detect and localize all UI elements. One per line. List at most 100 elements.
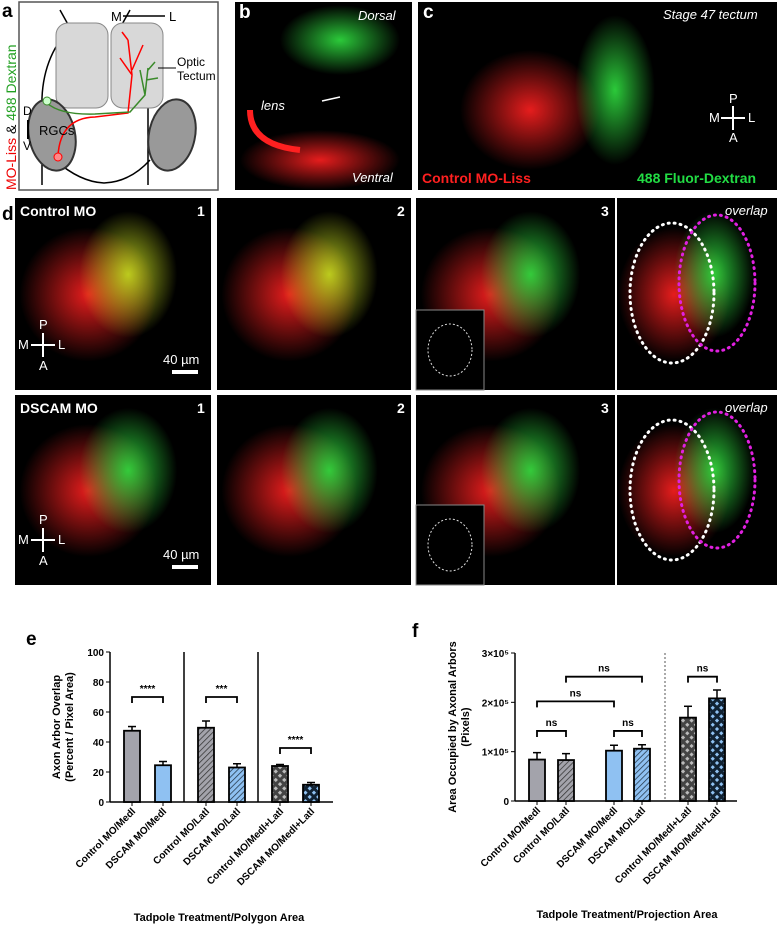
bar xyxy=(271,765,289,803)
scale-bar xyxy=(172,370,198,374)
svg-text:P: P xyxy=(729,91,738,106)
panel-label-c: c xyxy=(423,2,434,23)
magenta-outline xyxy=(677,410,757,550)
significance-label: ns xyxy=(598,664,610,675)
row-title: DSCAM MO xyxy=(20,400,98,416)
panel-label-a: a xyxy=(2,1,13,22)
significance-bracket xyxy=(536,700,615,708)
panel-number: 3 xyxy=(601,203,609,219)
chart-f: 0 1×10⁵ 2×10⁵ 3×10⁵ Area Occupied by Axonal … xyxy=(447,641,737,921)
compass-icon: P AM L xyxy=(18,317,65,373)
significance-bracket xyxy=(687,675,718,683)
panel-label-f: f xyxy=(412,621,419,642)
y-tick-label: 20 xyxy=(93,768,105,779)
rgcs-label: RGCs xyxy=(39,123,75,138)
compass-icon: P A M L xyxy=(709,91,755,145)
significance-bracket xyxy=(205,696,238,703)
micrograph-r2-c3: 3 xyxy=(415,395,615,586)
significance-label: ns xyxy=(622,718,634,729)
svg-text:M: M xyxy=(18,532,29,547)
bar xyxy=(228,766,246,803)
svg-text:M: M xyxy=(18,337,29,352)
red-axon xyxy=(57,31,144,157)
panel-label-b: b xyxy=(239,2,251,23)
y-axis-label: Axon Arbor Overlap(Percent / Pixel Area) xyxy=(51,672,76,782)
micrograph-r2-c2: 2 xyxy=(217,395,411,585)
y-tick-label: 100 xyxy=(87,648,104,659)
scale-bar-label: 40 µm xyxy=(163,547,199,562)
bar xyxy=(154,764,172,803)
y-tick-label: 2×10⁵ xyxy=(482,698,510,709)
y-tick-label: 60 xyxy=(93,708,105,719)
significance-label: **** xyxy=(288,735,304,746)
compass-icon: P AM L xyxy=(18,512,65,568)
significance-bracket xyxy=(131,696,164,703)
svg-text:L: L xyxy=(58,532,65,547)
significance-label: ns xyxy=(697,664,709,675)
magenta-outline xyxy=(677,213,757,353)
scale-bar xyxy=(172,565,198,569)
panel-number: 1 xyxy=(197,203,205,219)
fluor-dextran-label: 488 Fluor-Dextran xyxy=(637,170,756,186)
svg-text:A: A xyxy=(39,553,48,568)
significance-label: ns xyxy=(546,718,558,729)
axis-m: M xyxy=(111,9,122,24)
micrograph-r1-c3: 3 xyxy=(415,198,615,391)
panel-b: b Dorsal lens Ventral xyxy=(235,2,412,190)
y-tick-label: 80 xyxy=(93,678,105,689)
axis-l: L xyxy=(169,9,176,24)
chart-e: 0 20 40 60 80 100 Axon Arbor Overlap(Percent /… xyxy=(51,648,333,924)
side-label: MO-Liss & 488 Dextran xyxy=(3,44,19,190)
svg-text:A: A xyxy=(39,358,48,373)
stage-title: Stage 47 tectum xyxy=(663,7,758,22)
scale-bar-label: 40 µm xyxy=(163,352,199,367)
panel-number: 3 xyxy=(601,400,609,416)
y-tick-label: 1×10⁵ xyxy=(482,748,510,759)
panel-number: 2 xyxy=(397,400,405,416)
bar xyxy=(605,749,623,802)
micrograph-r2-c4: overlap xyxy=(617,395,777,585)
svg-text:L: L xyxy=(58,337,65,352)
lens-arc xyxy=(247,109,301,153)
arrow-icon xyxy=(321,96,341,102)
right-tectum-shape xyxy=(110,22,164,109)
axis-v: V xyxy=(23,139,31,153)
y-tick-label: 0 xyxy=(98,798,104,809)
svg-text:M: M xyxy=(709,110,720,125)
panel-a: a M L Optic Tectum RGCs D V MO-Liss & 48… xyxy=(2,1,219,191)
significance-label: **** xyxy=(140,684,156,695)
significance-bracket xyxy=(279,747,312,754)
head-outline xyxy=(41,9,149,185)
lens-label: lens xyxy=(261,98,285,113)
micrograph-r1-c1: 1 Control MO P AM L 40 µm xyxy=(15,198,211,390)
svg-text:A: A xyxy=(729,130,738,145)
panel-number: 2 xyxy=(397,203,405,219)
svg-text:P: P xyxy=(39,512,48,527)
x-axis-label: Tadpole Treatment/Polygon Area xyxy=(134,912,305,924)
bar xyxy=(197,726,215,803)
panel-c: c Stage 47 tectum Control MO-Liss 488 Fl… xyxy=(418,2,777,190)
bar xyxy=(302,783,320,803)
green-axon xyxy=(46,61,159,115)
tectum-label: Tectum xyxy=(177,69,216,83)
right-eye xyxy=(147,98,197,172)
bar xyxy=(557,759,575,802)
axis-d: D xyxy=(23,104,32,118)
significance-label: ns xyxy=(570,688,582,699)
svg-text:P: P xyxy=(39,317,48,332)
ventral-label: Ventral xyxy=(352,170,394,185)
dorsal-label: Dorsal xyxy=(358,8,397,23)
overlap-label: overlap xyxy=(725,400,768,415)
x-axis-label: Tadpole Treatment/Projection Area xyxy=(537,909,719,921)
micrograph-r1-c2: 2 xyxy=(217,198,411,390)
skeleton-inset xyxy=(415,309,485,391)
control-mo-liss-label: Control MO-Liss xyxy=(422,170,531,186)
overlap-label: overlap xyxy=(725,203,768,218)
bar xyxy=(708,697,726,802)
micrograph-r1-c4: overlap xyxy=(617,198,777,390)
bar xyxy=(679,716,697,802)
row-title: Control MO xyxy=(20,203,96,219)
panel-number: 1 xyxy=(197,400,205,416)
